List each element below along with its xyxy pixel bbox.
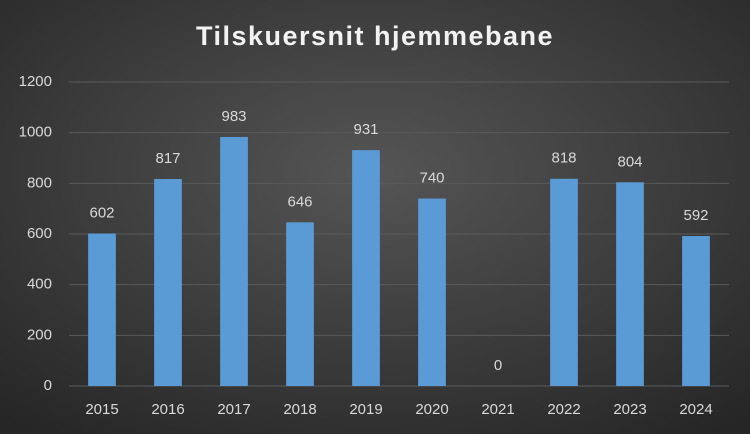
chart-title: Tilskuersnit hjemmebane	[196, 21, 554, 51]
data-label: 740	[419, 170, 444, 187]
x-tick-label: 2023	[613, 401, 646, 418]
x-tick-label: 2020	[415, 401, 448, 418]
y-tick-label: 400	[27, 276, 52, 293]
bar	[682, 236, 710, 386]
bar	[550, 178, 578, 386]
data-label: 0	[494, 357, 502, 374]
x-tick-label: 2018	[283, 401, 316, 418]
y-tick-label: 1200	[19, 73, 52, 90]
bar	[154, 179, 182, 386]
x-tick-label: 2022	[547, 401, 580, 418]
x-tick-label: 2016	[151, 401, 184, 418]
x-tick-label: 2015	[85, 401, 118, 418]
y-tick-label: 200	[27, 326, 52, 343]
bar	[418, 198, 446, 386]
x-tick-label: 2019	[349, 401, 382, 418]
x-tick-label: 2024	[679, 401, 712, 418]
bar	[88, 233, 116, 386]
y-tick-label: 0	[44, 377, 52, 394]
bar	[220, 136, 248, 386]
y-tick-label: 1000	[19, 124, 52, 141]
data-label: 602	[89, 204, 114, 221]
data-label: 804	[617, 153, 642, 170]
bar	[352, 150, 380, 386]
data-label: 931	[353, 121, 378, 138]
data-label: 646	[287, 193, 312, 210]
data-label: 817	[155, 150, 180, 167]
data-label: 818	[551, 150, 576, 167]
data-label: 592	[683, 207, 708, 224]
y-tick-label: 800	[27, 174, 52, 191]
y-tick-label: 600	[27, 225, 52, 242]
bar	[616, 182, 644, 386]
x-tick-label: 2021	[481, 401, 514, 418]
data-label: 983	[221, 108, 246, 125]
x-tick-label: 2017	[217, 401, 250, 418]
bar	[286, 222, 314, 386]
